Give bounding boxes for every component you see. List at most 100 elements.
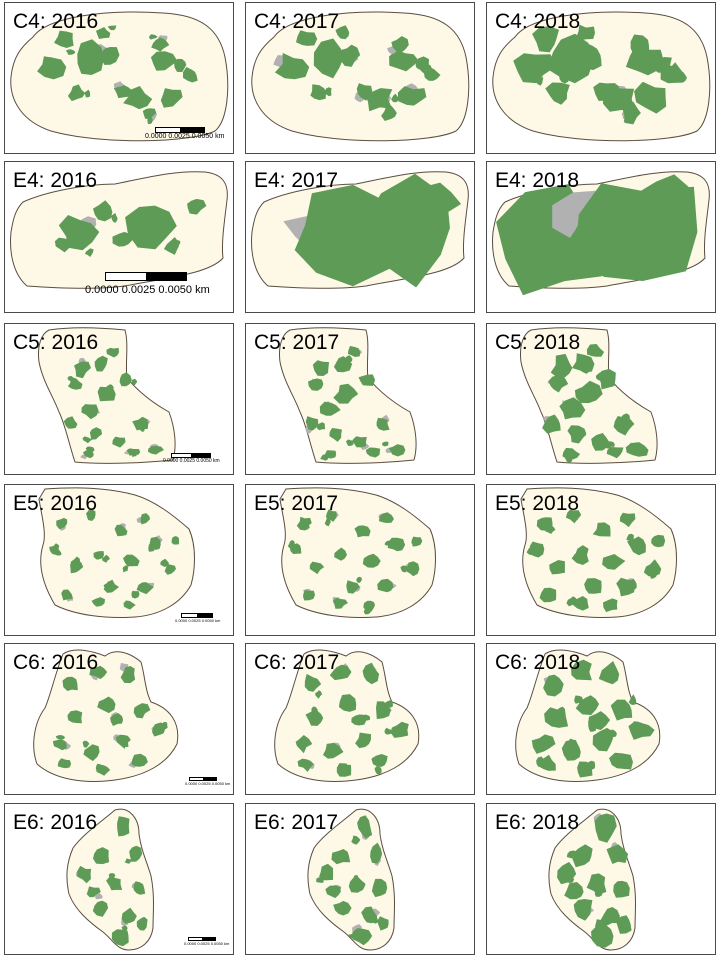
green-canopy-patch xyxy=(613,880,630,898)
green-canopy-patch xyxy=(67,710,83,724)
green-canopy-patch xyxy=(37,56,67,80)
green-canopy-patch xyxy=(356,576,362,583)
green-canopy-patch xyxy=(151,37,170,52)
green-canopy-patch xyxy=(549,560,565,575)
green-canopy-patch xyxy=(377,578,394,593)
green-canopy-patch xyxy=(358,374,376,386)
site-map xyxy=(307,808,395,951)
panel-label: E4: 2016 xyxy=(13,169,98,192)
green-canopy-patch xyxy=(123,554,140,567)
green-canopy-patch xyxy=(397,86,427,106)
green-canopy-patch xyxy=(174,58,187,72)
green-canopy-patch xyxy=(409,203,417,211)
green-canopy-patch xyxy=(598,661,620,685)
green-canopy-patch xyxy=(131,449,137,458)
green-canopy-patch xyxy=(297,758,314,772)
green-canopy-patch xyxy=(287,540,295,549)
green-canopy-patch xyxy=(596,372,603,381)
green-canopy-patch xyxy=(81,404,99,420)
green-canopy-patch xyxy=(559,72,569,84)
green-canopy-patch xyxy=(574,380,603,404)
scale-bar: 0.0000 0.0025 0.0050 km xyxy=(163,453,220,464)
scale-bar-label: 0.0000 0.0025 0.0050 km xyxy=(175,618,221,623)
green-canopy-patch xyxy=(545,82,570,105)
green-canopy-patch xyxy=(303,524,310,530)
green-canopy-patch xyxy=(124,858,132,864)
green-canopy-patch xyxy=(348,932,358,940)
green-canopy-patch xyxy=(332,597,348,609)
green-canopy-patch xyxy=(316,422,326,431)
green-canopy-patch xyxy=(122,738,129,748)
green-canopy-patch xyxy=(371,878,388,898)
scale-bar: 0.0000 0.0025 0.0050 km xyxy=(184,937,229,946)
green-canopy-patch xyxy=(626,533,635,542)
green-canopy-patch xyxy=(364,714,371,721)
site-map xyxy=(10,11,229,142)
green-canopy-patch xyxy=(89,427,103,440)
green-canopy-patch xyxy=(160,558,169,567)
green-canopy-patch xyxy=(628,721,655,740)
site-map xyxy=(520,327,658,464)
green-canopy-patch xyxy=(83,744,100,762)
green-canopy-patch xyxy=(102,554,110,563)
panel-label: E4: 2017 xyxy=(254,169,339,192)
green-canopy-patch xyxy=(586,581,597,592)
map-panel-e4-2018: E4: 2018 xyxy=(486,161,716,313)
green-canopy-patch xyxy=(295,735,313,754)
site-map xyxy=(279,327,417,464)
green-canopy-patch xyxy=(585,760,596,770)
green-canopy-patch xyxy=(548,374,569,393)
green-canopy-patch xyxy=(347,346,361,357)
site-map xyxy=(33,649,179,782)
green-canopy-patch xyxy=(82,740,90,748)
green-canopy-patch xyxy=(325,885,341,899)
green-canopy-patch xyxy=(349,54,357,62)
green-canopy-patch xyxy=(338,763,348,770)
green-canopy-patch xyxy=(390,721,409,738)
site-map xyxy=(520,487,677,618)
site-map xyxy=(515,649,661,782)
green-canopy-patch xyxy=(594,813,617,843)
panel-label: E5: 2017 xyxy=(254,492,339,515)
green-canopy-patch xyxy=(150,51,178,71)
green-canopy-patch xyxy=(351,714,367,726)
site-map xyxy=(274,649,420,782)
green-canopy-patch xyxy=(131,753,148,767)
green-canopy-patch xyxy=(86,886,101,898)
green-canopy-patch xyxy=(46,57,56,62)
panel-label: C5: 2017 xyxy=(254,331,340,354)
green-canopy-patch xyxy=(329,664,352,681)
green-canopy-patch xyxy=(106,347,120,358)
green-canopy-patch xyxy=(112,436,126,448)
green-canopy-patch xyxy=(56,517,68,530)
gray-canopy-patch xyxy=(94,892,103,900)
green-canopy-patch xyxy=(496,184,617,296)
green-canopy-patch xyxy=(649,568,658,579)
green-canopy-patch xyxy=(136,582,154,595)
green-canopy-patch xyxy=(628,694,637,705)
green-canopy-patch xyxy=(136,916,148,931)
green-canopy-patch xyxy=(171,536,180,545)
green-canopy-patch xyxy=(606,447,624,459)
green-canopy-patch xyxy=(572,353,595,373)
map-panel-e6-2018: E6: 2018 xyxy=(486,803,716,955)
green-canopy-patch xyxy=(543,674,564,697)
green-canopy-patch xyxy=(609,752,633,770)
green-canopy-patch xyxy=(586,873,607,895)
green-canopy-patch xyxy=(354,525,371,538)
green-canopy-patch xyxy=(324,87,332,97)
panel-label: E5: 2016 xyxy=(13,492,98,515)
green-canopy-patch xyxy=(77,39,104,75)
green-canopy-patch xyxy=(354,206,393,245)
green-canopy-patch xyxy=(602,554,626,570)
green-canopy-patch xyxy=(565,875,575,884)
green-canopy-patch xyxy=(513,53,556,84)
site-map xyxy=(492,171,710,296)
map-panel-c5-2016: C5: 2016 0.0000 0.0025 0.0050 km xyxy=(4,323,234,475)
green-canopy-patch xyxy=(121,925,128,932)
site-map xyxy=(38,487,195,618)
panel-label: E6: 2018 xyxy=(495,811,580,834)
green-canopy-patch xyxy=(391,93,399,103)
panel-label: C6: 2016 xyxy=(13,651,99,674)
green-canopy-patch xyxy=(85,446,95,453)
